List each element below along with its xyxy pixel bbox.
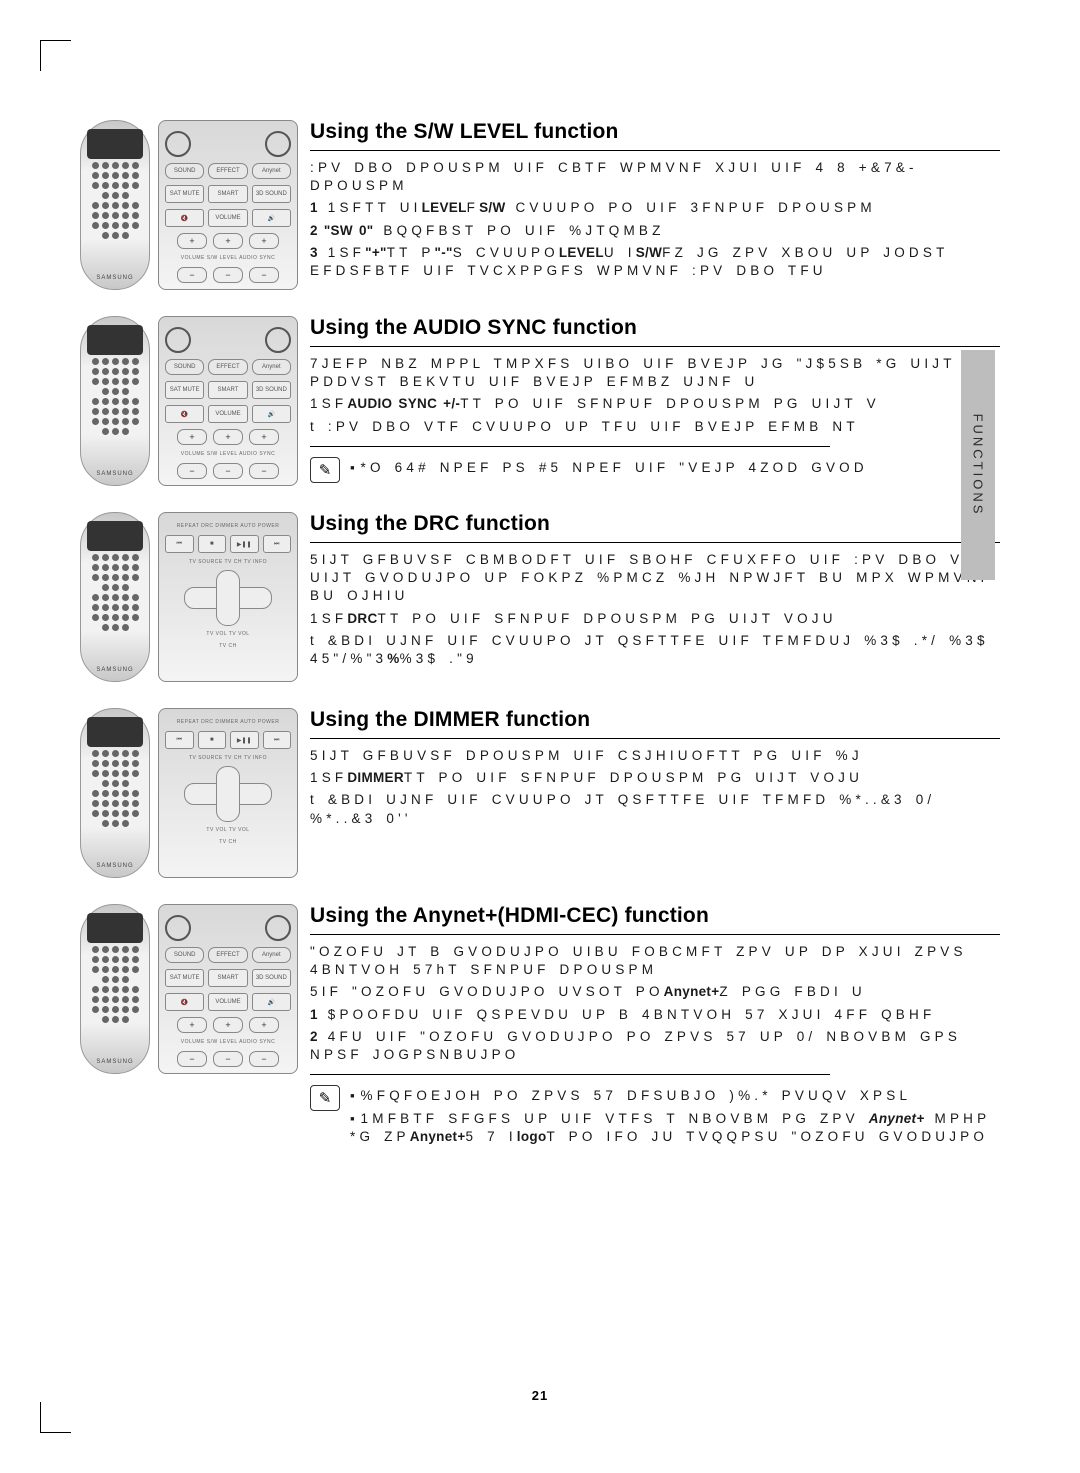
remote-column: SAMSUNG SOUNDEFFECTAnynet SAT MUTESMART3… bbox=[80, 904, 310, 1074]
remote-brand: SAMSUNG bbox=[96, 667, 133, 673]
body-text: 5IJT GFBUVSF DPOUSPM UIF CSJHIUOFTT PG U… bbox=[310, 747, 1000, 765]
remote-column: SAMSUNG SOUNDEFFECTAnynet SAT MUTESMART3… bbox=[80, 316, 310, 486]
divider bbox=[310, 446, 830, 447]
side-tab-label: FUNCTIONS bbox=[971, 414, 986, 517]
body-text: :PV DBO DPOUSPM UIF CBTF WPMVNF XJUI UIF… bbox=[310, 159, 1000, 195]
section-content: Using the Anynet+(HDMI-CEC) function "OZO… bbox=[310, 904, 1000, 1150]
divider bbox=[310, 150, 1000, 151]
body-text: 2 4FU UIF "OZOFU GVODUJPO PO ZPVS 57 UP … bbox=[310, 1028, 1000, 1064]
section-content: Using the DRC function 5IJT GFBUVSF CBMBO… bbox=[310, 512, 1000, 672]
body-text: 1SFAUDIO SYNC +/-TT PO UIF SFNPUF DPOUSP… bbox=[310, 395, 1000, 413]
note-text: *O 64# NPEF PS #5 NPEF UIF "VEJP 4ZOD GV… bbox=[350, 459, 1000, 477]
remote-illustration: SAMSUNG bbox=[80, 904, 150, 1074]
remote-illustration: SAMSUNG bbox=[80, 120, 150, 290]
body-text: t &BDI UJNF UIF CVUUPO JT QSFTTFE UIF TF… bbox=[310, 791, 1000, 827]
divider bbox=[310, 542, 1000, 543]
section-row: SAMSUNG SOUNDEFFECTAnynet SAT MUTESMART3… bbox=[80, 316, 1000, 486]
remote-column: SAMSUNG REPEAT DRC DIMMER AUTO POWER ⏮■▶… bbox=[80, 708, 310, 878]
body-text: 7JEFP NBZ MPPL TMPXFS UIBO UIF BVEJP JG … bbox=[310, 355, 1000, 391]
speaker-icon: 🔇 bbox=[165, 993, 204, 1011]
section-title: Using the Anynet+(HDMI-CEC) function bbox=[310, 904, 1000, 928]
remote-zoom-illustration: SOUNDEFFECTAnynet SAT MUTESMART3D SOUND … bbox=[158, 316, 298, 486]
body-text: t &BDI UJNF UIF CVUUPO JT QSFTTFE UIF TF… bbox=[310, 632, 1000, 668]
remote-column: SAMSUNG REPEAT DRC DIMMER AUTO POWER ⏮■▶… bbox=[80, 512, 310, 682]
remote-brand: SAMSUNG bbox=[96, 863, 133, 869]
section-content: Using the AUDIO SYNC function 7JEFP NBZ M… bbox=[310, 316, 1000, 483]
divider bbox=[310, 738, 1000, 739]
body-text: 2 "SW 0" BQQFBST PO UIF %JTQMBZ bbox=[310, 222, 1000, 240]
note-text: 1MFBTF SFGFS UP UIF VTFS T NBOVBM PG ZPV… bbox=[350, 1110, 1000, 1146]
side-tab: FUNCTIONS bbox=[961, 350, 995, 580]
remote-brand: SAMSUNG bbox=[96, 471, 133, 477]
minus-icon: − bbox=[177, 463, 207, 479]
power-icon bbox=[165, 327, 191, 353]
remote-column: SAMSUNG SOUNDEFFECTAnynet SAT MUTESMART3… bbox=[80, 120, 310, 290]
remote-zoom-illustration: SOUNDEFFECTAnynet SAT MUTESMART3D SOUND … bbox=[158, 120, 298, 290]
divider bbox=[310, 346, 1000, 347]
divider bbox=[310, 1074, 830, 1075]
speaker-icon: 🔇 bbox=[165, 209, 204, 227]
body-text: 1SFDRCTT PO UIF SFNPUF DPOUSPM PG UIJT V… bbox=[310, 610, 1000, 628]
divider bbox=[310, 934, 1000, 935]
section-row: SAMSUNG SOUNDEFFECTAnynet SAT MUTESMART3… bbox=[80, 904, 1000, 1150]
note-icon: ✎ bbox=[310, 457, 340, 483]
plus-icon: + bbox=[177, 233, 207, 249]
remote-brand: SAMSUNG bbox=[96, 1059, 133, 1065]
body-text: 1SFDIMMERTT PO UIF SFNPUF DPOUSPM PG UIJ… bbox=[310, 769, 1000, 787]
remote-zoom-illustration: REPEAT DRC DIMMER AUTO POWER ⏮■▶❚❚⏭ TV S… bbox=[158, 708, 298, 878]
note-block: ✎ *O 64# NPEF PS #5 NPEF UIF "VEJP 4ZOD … bbox=[310, 455, 1000, 483]
note-text: %FQFOEJOH PO ZPVS 57 DFSUBJO )%.* PVUQV … bbox=[350, 1087, 1000, 1105]
note-block: ✎ %FQFOEJOH PO ZPVS 57 DFSUBJO )%.* PVUQ… bbox=[310, 1083, 1000, 1150]
power-icon bbox=[265, 915, 291, 941]
section-title: Using the S/W LEVEL function bbox=[310, 120, 1000, 144]
body-text: 1 $POOFDU UIF QSPEVDU UP B 4BNTVOH 57 XJ… bbox=[310, 1006, 1000, 1024]
section-row: SAMSUNG REPEAT DRC DIMMER AUTO POWER ⏮■▶… bbox=[80, 512, 1000, 682]
section-content: Using the DIMMER function 5IJT GFBUVSF DP… bbox=[310, 708, 1000, 832]
body-text: "OZOFU JT B GVODUJPO UIBU FOBCMFT ZPV UP… bbox=[310, 943, 1000, 979]
note-icon: ✎ bbox=[310, 1085, 340, 1111]
power-icon bbox=[265, 131, 291, 157]
section-row: SAMSUNG SOUNDEFFECTAnynet SAT MUTESMART3… bbox=[80, 120, 1000, 290]
power-icon bbox=[265, 327, 291, 353]
section-title: Using the AUDIO SYNC function bbox=[310, 316, 1000, 340]
power-icon bbox=[165, 915, 191, 941]
page-number: 21 bbox=[532, 1388, 548, 1403]
minus-icon: − bbox=[177, 1051, 207, 1067]
manual-page: FUNCTIONS SAMSUNG SOUNDEFFECTAnynet SAT … bbox=[0, 0, 1080, 1473]
section-title: Using the DIMMER function bbox=[310, 708, 1000, 732]
plus-icon: + bbox=[177, 429, 207, 445]
section-title: Using the DRC function bbox=[310, 512, 1000, 536]
remote-brand: SAMSUNG bbox=[96, 275, 133, 281]
plus-icon: + bbox=[177, 1017, 207, 1033]
speaker-icon: 🔇 bbox=[165, 405, 204, 423]
section-content: Using the S/W LEVEL function :PV DBO DPOU… bbox=[310, 120, 1000, 284]
body-text: 5IJT GFBUVSF CBMBODFT UIF SBOHF CFUXFFO … bbox=[310, 551, 1000, 606]
body-text: 1 1SFTT UILEVELFS/W CVUUPO PO UIF 3FNPUF… bbox=[310, 199, 1000, 217]
crop-mark-top-left bbox=[40, 40, 71, 71]
minus-icon: − bbox=[177, 267, 207, 283]
remote-illustration: SAMSUNG bbox=[80, 708, 150, 878]
body-text: t :PV DBO VTF CVUUPO UP TFU UIF BVEJP EF… bbox=[310, 418, 1000, 436]
remote-illustration: SAMSUNG bbox=[80, 512, 150, 682]
body-text: 3 1SF"+"TT P"-"S CVUUPOLEVELU IS/WFZ JG … bbox=[310, 244, 1000, 280]
power-icon bbox=[165, 131, 191, 157]
body-text: 5IF "OZOFU GVODUJPO UVSOT POAnynet+Z PGG… bbox=[310, 983, 1000, 1001]
crop-mark-bottom-left bbox=[40, 1402, 71, 1433]
remote-zoom-illustration: SOUNDEFFECTAnynet SAT MUTESMART3D SOUND … bbox=[158, 904, 298, 1074]
remote-illustration: SAMSUNG bbox=[80, 316, 150, 486]
remote-zoom-illustration: REPEAT DRC DIMMER AUTO POWER ⏮■▶❚❚⏭ TV S… bbox=[158, 512, 298, 682]
section-row: SAMSUNG REPEAT DRC DIMMER AUTO POWER ⏮■▶… bbox=[80, 708, 1000, 878]
